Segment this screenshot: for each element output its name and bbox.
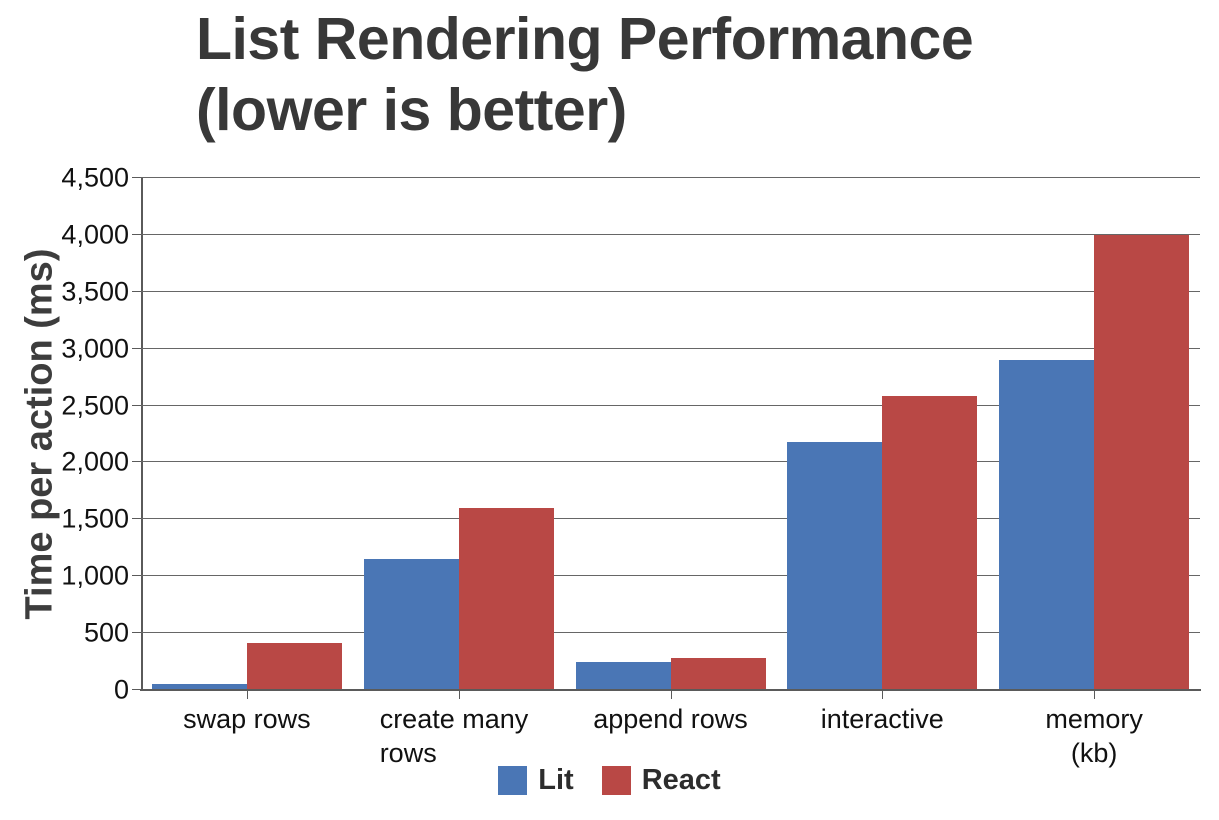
- y-tick-mark-3-000: [132, 347, 141, 349]
- bar-react-memory-kb: [1094, 234, 1190, 690]
- gridline-4000: [141, 233, 1200, 235]
- x-tick-mark-memory-kb: [1094, 690, 1096, 699]
- x-tick-mark-interactive: [882, 690, 884, 699]
- category-label-create-many-rows: create many rows: [379, 704, 529, 768]
- plot-area: [141, 177, 1200, 690]
- legend-label-lit: Lit: [538, 764, 574, 796]
- legend: Lit React: [0, 764, 1219, 797]
- bar-react-append-rows: [670, 658, 766, 690]
- gridline-3000: [141, 347, 1200, 349]
- bar-lit-memory-kb: [999, 360, 1095, 690]
- y-tick-mark-1-000: [132, 575, 141, 577]
- y-tick-mark-4-000: [132, 233, 141, 235]
- bar-react-create-many-rows: [458, 507, 554, 690]
- y-tick-mark-1-500: [132, 518, 141, 520]
- gridline-2000: [141, 461, 1200, 463]
- y-tick-label-2-000: 2,000: [61, 446, 129, 477]
- y-axis-line: [141, 178, 143, 690]
- gridline-2500: [141, 404, 1200, 406]
- y-tick-label-3-500: 3,500: [61, 276, 129, 307]
- y-tick-mark-3-500: [132, 290, 141, 292]
- y-tick-label-0: 0: [113, 674, 129, 705]
- category-label-memory-kb: memory (kb): [1045, 704, 1143, 768]
- legend-label-react: React: [641, 764, 721, 796]
- chart-title: List Rendering Performance (lower is bet…: [196, 4, 974, 146]
- y-tick-label-2-500: 2,500: [61, 390, 129, 421]
- chart-title-line-2: (lower is better): [196, 77, 627, 143]
- bar-react-interactive: [882, 396, 978, 690]
- y-tick-label-4-500: 4,500: [61, 162, 129, 193]
- bar-react-swap-rows: [246, 642, 342, 690]
- y-tick-mark-2-000: [132, 461, 141, 463]
- bar-lit-append-rows: [575, 661, 671, 690]
- category-label-interactive: interactive: [820, 704, 944, 734]
- y-tick-label-1-000: 1,000: [61, 560, 129, 591]
- gridline-4500: [141, 177, 1200, 178]
- category-label-swap-rows: swap rows: [183, 704, 311, 734]
- x-tick-mark-append-rows: [670, 690, 672, 699]
- x-tick-mark-swap-rows: [246, 690, 248, 699]
- gridline-500: [141, 632, 1200, 634]
- bar-lit-interactive: [787, 441, 883, 690]
- legend-swatch-lit: [498, 766, 528, 795]
- y-tick-label-3-000: 3,000: [61, 333, 129, 364]
- y-tick-mark-4-500: [132, 177, 141, 178]
- gridline-1000: [141, 575, 1200, 577]
- y-tick-label-4-000: 4,000: [61, 219, 129, 250]
- legend-item-react: React: [601, 764, 721, 797]
- chart-title-line-1: List Rendering Performance: [196, 6, 974, 72]
- category-label-append-rows: append rows: [593, 704, 748, 734]
- y-tick-mark-2-500: [132, 404, 141, 406]
- y-tick-mark-500: [132, 632, 141, 634]
- bar-lit-create-many-rows: [363, 559, 459, 690]
- gridline-1500: [141, 518, 1200, 520]
- legend-swatch-react: [601, 766, 631, 795]
- x-tick-mark-create-many-rows: [458, 690, 460, 699]
- legend-item-lit: Lit: [498, 764, 574, 797]
- y-tick-label-1-500: 1,500: [61, 503, 129, 534]
- gridline-3500: [141, 290, 1200, 292]
- bar-lit-swap-rows: [151, 684, 247, 690]
- y-tick-mark-0: [132, 689, 141, 690]
- y-tick-label-500: 500: [83, 617, 129, 648]
